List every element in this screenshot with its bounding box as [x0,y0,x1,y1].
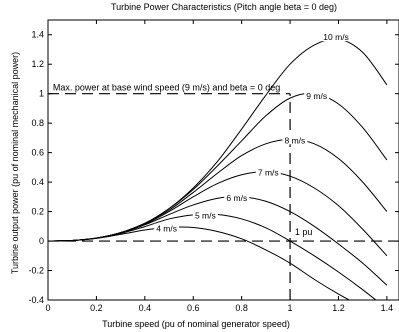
y-tick-label: 0.4 [31,177,44,187]
curve-label: 4 m/s [156,224,177,234]
curve-label-background [192,210,218,220]
y-tick-label: 0.8 [31,118,44,128]
curve-label-background [282,135,308,145]
series-line-5-m-s [48,213,377,300]
reference-lines [48,93,399,300]
curve-label-background [154,223,180,233]
curve-label-background [321,32,351,42]
chart-labels: 4 m/s 5 m/s 6 m/s 7 m/s 8 m/s 9 m/s 10 m/s Max.… [53,32,351,237]
curve-label: 8 m/s [285,135,306,145]
x-tick-label: 0 [45,303,50,313]
chart-title: Turbine Power Characteristics (Pitch ang… [111,2,337,12]
curve-label: 6 m/s [226,193,247,203]
y-axis-label: Turbine output power (pu of nominal mech… [10,52,20,274]
x-tick-label: 0.4 [139,303,152,313]
x-tick-label: 0.2 [90,303,103,313]
y-tick-label: 0.6 [31,148,44,158]
curve-label-background [304,91,330,101]
y-tick-label: 0 [39,236,44,246]
annotation-text: 1 pu [295,227,313,237]
curve-label: 5 m/s [195,210,216,220]
curve-label: 9 m/s [306,91,327,101]
x-tick-label: 0.8 [235,303,248,313]
annotation-text: Max. power at base wind speed (9 m/s) an… [53,83,280,93]
y-tick-label: 0.2 [31,207,44,217]
x-tick-label: 1.2 [332,303,345,313]
y-tick-label: 1.4 [31,30,44,40]
curve-label: 7 m/s [258,168,279,178]
x-axis-label: Turbine speed (pu of nominal generator s… [102,319,290,329]
curve-label-background [255,167,281,177]
axis-ticks: 0 0.2 0.4 0.6 0.8 1 1.2 1.4 -0.4 -0.2 0 0.2 0.4 0.6 0.… [28,20,399,313]
y-tick-label: -0.4 [28,295,44,305]
series-curves [48,38,388,300]
y-tick-label: 1 [39,89,44,99]
curve-label: 10 m/s [323,32,349,42]
x-tick-label: 1.4 [381,303,394,313]
y-tick-label: -0.2 [28,266,44,276]
plot-frame [47,19,399,301]
curve-label-background [224,192,250,202]
series-line-8-m-s [48,138,388,242]
series-line-6-m-s [48,196,388,286]
x-tick-label: 0.6 [187,303,200,313]
x-tick-label: 1 [288,303,293,313]
y-tick-label: 1.2 [31,59,44,69]
